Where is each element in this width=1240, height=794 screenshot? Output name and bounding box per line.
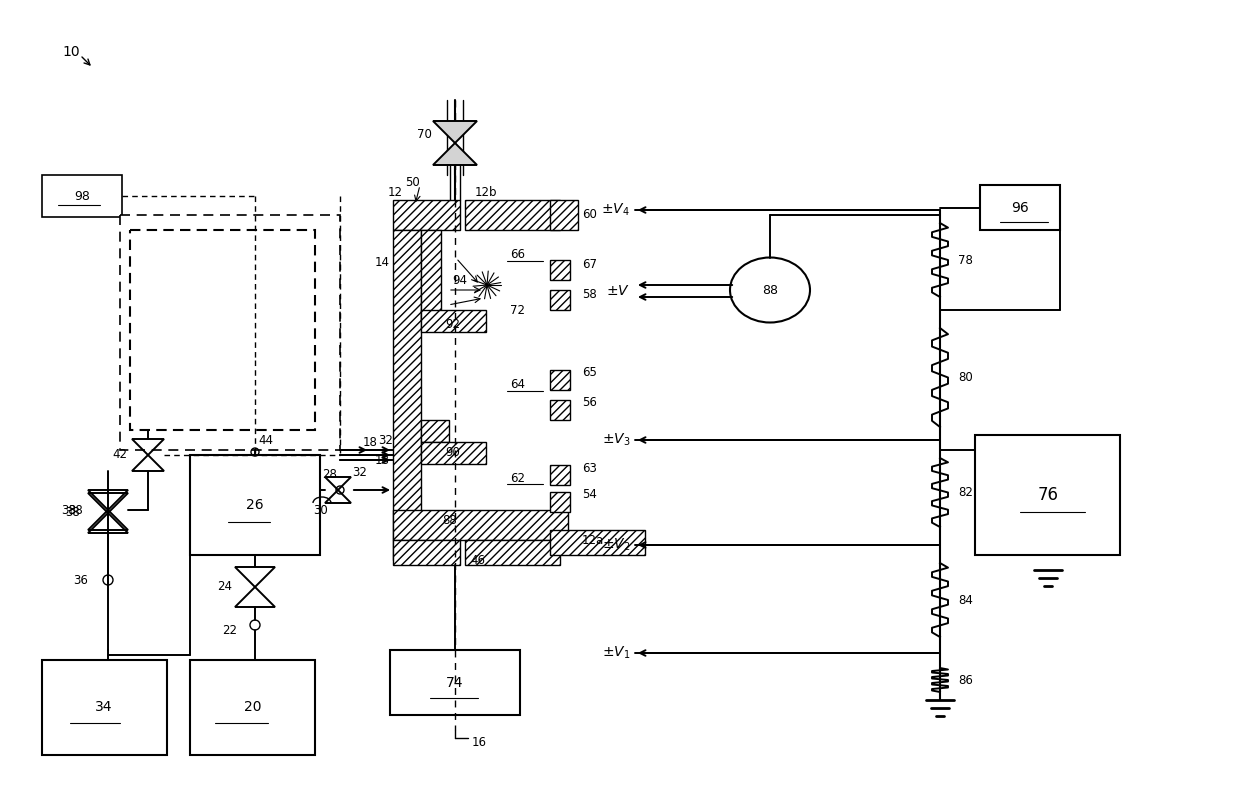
Bar [465, 540, 560, 565]
Text: 66: 66 [510, 249, 525, 261]
Bar [551, 400, 570, 420]
Text: 80: 80 [959, 371, 972, 384]
Text: 56: 56 [582, 395, 596, 408]
Text: 32: 32 [378, 434, 393, 446]
Bar [422, 420, 449, 442]
Text: 14: 14 [374, 256, 391, 268]
Bar [190, 455, 320, 555]
Text: 20: 20 [244, 700, 262, 714]
Bar [393, 510, 568, 540]
Text: 92: 92 [445, 318, 460, 332]
Text: 18: 18 [376, 453, 391, 467]
Text: 46: 46 [470, 553, 485, 566]
Text: 10: 10 [62, 45, 79, 59]
Text: 36: 36 [73, 573, 88, 587]
Bar [551, 370, 570, 390]
Bar [422, 442, 486, 464]
Text: 18: 18 [363, 437, 378, 449]
Text: 74: 74 [446, 676, 464, 690]
Text: 96: 96 [1011, 201, 1029, 215]
Text: 98: 98 [74, 190, 91, 202]
Bar [190, 660, 315, 755]
Text: 12: 12 [388, 186, 403, 198]
Text: $\pm V_3$: $\pm V_3$ [601, 432, 630, 448]
Text: 58: 58 [582, 288, 596, 302]
Bar [551, 530, 645, 555]
Text: 12a: 12a [582, 534, 604, 546]
Text: 30: 30 [314, 503, 329, 517]
Text: $\pm V_2$: $\pm V_2$ [601, 537, 630, 553]
Text: 32: 32 [352, 467, 367, 480]
Polygon shape [433, 121, 477, 143]
Text: $\pm V$: $\pm V$ [606, 284, 630, 298]
Text: 50: 50 [405, 176, 420, 190]
Text: 86: 86 [959, 673, 973, 687]
Text: 82: 82 [959, 486, 973, 499]
Bar [422, 230, 441, 320]
Bar [393, 230, 422, 560]
Text: 67: 67 [582, 259, 596, 272]
Text: $\pm V_4$: $\pm V_4$ [601, 202, 630, 218]
Text: $\pm V_1$: $\pm V_1$ [601, 645, 630, 661]
Text: 16: 16 [472, 735, 487, 749]
Text: 44: 44 [258, 434, 273, 446]
Text: 38: 38 [61, 503, 76, 517]
Bar [393, 540, 460, 565]
Bar [391, 650, 520, 715]
Text: 90: 90 [445, 446, 460, 460]
Bar [422, 310, 486, 332]
Text: 63: 63 [582, 461, 596, 475]
Text: 24: 24 [217, 580, 232, 593]
Bar [120, 215, 340, 450]
Text: 78: 78 [959, 253, 973, 267]
Bar [975, 435, 1120, 555]
Bar [551, 492, 570, 512]
Bar [551, 290, 570, 310]
Text: 88: 88 [763, 283, 777, 296]
Text: 72: 72 [510, 303, 525, 317]
Bar [42, 175, 122, 217]
Bar [551, 465, 570, 485]
Text: 76: 76 [1038, 486, 1059, 504]
Text: 64: 64 [510, 379, 525, 391]
Text: 88: 88 [443, 514, 458, 526]
Bar [42, 660, 167, 755]
Bar [465, 200, 560, 230]
Bar [551, 260, 570, 280]
Text: 60: 60 [582, 209, 596, 222]
Bar [393, 200, 460, 230]
Bar [551, 200, 578, 230]
Polygon shape [433, 143, 477, 165]
Text: 12b: 12b [475, 186, 497, 198]
Bar [130, 230, 315, 430]
Text: 34: 34 [95, 700, 113, 714]
Text: 42: 42 [113, 449, 128, 461]
Text: 28: 28 [322, 468, 337, 480]
Text: 38: 38 [66, 507, 81, 519]
Text: 26: 26 [247, 498, 264, 512]
Text: 94: 94 [453, 273, 467, 287]
Text: 54: 54 [582, 488, 596, 502]
Text: 65: 65 [582, 365, 596, 379]
Text: 62: 62 [510, 472, 525, 484]
Text: 84: 84 [959, 593, 973, 607]
Text: 70: 70 [417, 129, 432, 141]
Bar [980, 185, 1060, 230]
Text: 22: 22 [222, 623, 237, 637]
Text: 38: 38 [68, 503, 83, 517]
